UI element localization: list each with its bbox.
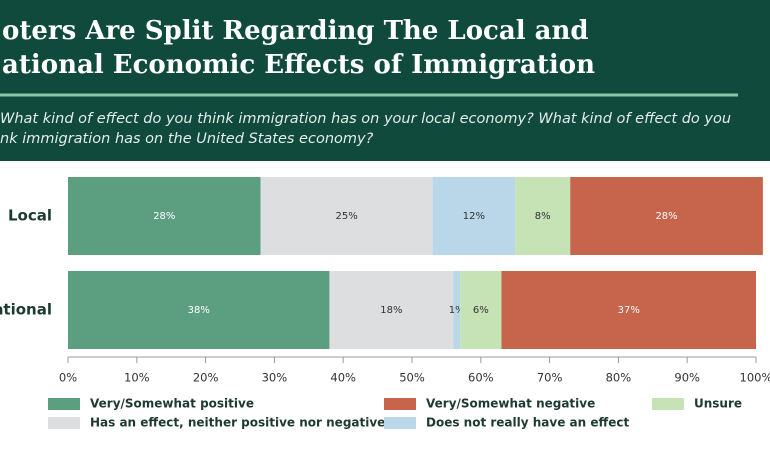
value-label: 8%: [535, 211, 551, 222]
x-tick-label: 30%: [262, 371, 288, 385]
legend-label: Does not really have an effect: [426, 416, 629, 430]
bar-segment: [570, 177, 763, 255]
legend-label: Very/Somewhat positive: [90, 397, 254, 411]
bar-segment: [68, 177, 261, 255]
x-tick-label: 0%: [59, 371, 77, 385]
legend-label: Unsure: [694, 397, 742, 411]
value-label: 6%: [473, 305, 489, 316]
value-label: 12%: [463, 211, 485, 222]
x-tick-label: 70%: [537, 371, 563, 385]
x-tick-label: 50%: [399, 371, 425, 385]
legend-swatch: [48, 417, 80, 429]
legend-label: Has an effect, neither positive nor nega…: [90, 416, 385, 430]
chart-title: oters Are Split Regarding The Local and: [2, 16, 589, 46]
x-tick-label: 20%: [193, 371, 219, 385]
x-tick-label: 60%: [468, 371, 494, 385]
bar-segment: [460, 271, 502, 349]
legend-swatch: [384, 398, 416, 410]
legend-swatch: [384, 417, 416, 429]
x-tick-label: 10%: [124, 371, 150, 385]
bar-segment: [260, 177, 433, 255]
value-label: 25%: [336, 211, 358, 222]
subtitle: nk immigration has on the United States …: [0, 131, 374, 147]
subtitle: What kind of effect do you think immigra…: [0, 111, 731, 127]
x-tick-label: 90%: [674, 371, 700, 385]
legend-label: Very/Somewhat negative: [426, 397, 595, 411]
chart-title: ational Economic Effects of Immigration: [2, 50, 595, 80]
x-tick-label: 80%: [606, 371, 632, 385]
bar-segment: [501, 271, 756, 349]
value-label: 1%: [449, 305, 465, 316]
value-label: 28%: [153, 211, 175, 222]
value-label: 18%: [380, 305, 402, 316]
x-tick-label: 40%: [330, 371, 356, 385]
legend-swatch: [48, 398, 80, 410]
value-label: 28%: [655, 211, 677, 222]
value-label: 38%: [188, 305, 210, 316]
bar-segment: [329, 271, 454, 349]
bar-segment: [453, 271, 461, 349]
category-label: ational: [0, 301, 52, 319]
x-tick-label: 100%: [740, 371, 770, 385]
value-label: 37%: [618, 305, 640, 316]
bar-segment: [515, 177, 571, 255]
category-label: Local: [8, 207, 52, 225]
header-band: [0, 0, 770, 161]
bar-segment: [68, 271, 330, 349]
bar-segment: [432, 177, 516, 255]
legend-swatch: [652, 398, 684, 410]
